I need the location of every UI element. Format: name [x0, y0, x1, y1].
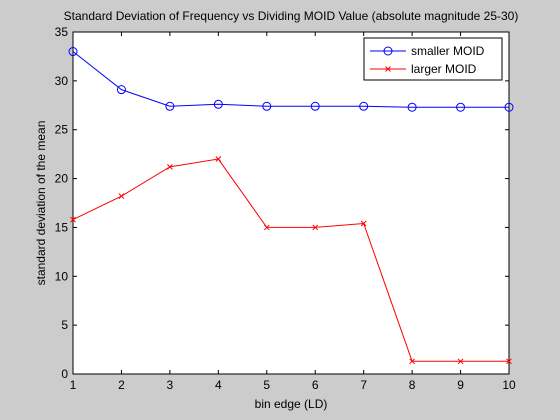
- legend-label-smaller-moid: smaller MOID: [411, 44, 485, 58]
- plot-area: [72, 31, 510, 375]
- data-point-smaller-moid: [68, 47, 78, 57]
- data-point-larger-moid: [506, 358, 512, 365]
- y-tick-label: 10: [55, 269, 69, 283]
- x-tick-label: 3: [167, 378, 174, 392]
- data-point-larger-moid-stroke: [360, 220, 367, 227]
- data-point-larger-moid: [409, 358, 415, 365]
- y-tick-label: 5: [61, 318, 68, 332]
- data-point-larger-moid-stroke: [506, 358, 512, 365]
- series-line-larger-moid: [72, 158, 509, 362]
- data-point-smaller-moid: [262, 101, 272, 111]
- y-tick-label: 30: [55, 74, 69, 88]
- x-axis-label: bin edge (LD): [255, 397, 328, 411]
- legend-box: [363, 37, 503, 81]
- data-point-larger-moid: [263, 224, 270, 231]
- x-tick-label: 9: [457, 378, 464, 392]
- legend-marker-larger-moid: [385, 66, 391, 72]
- data-point-smaller-moid: [310, 101, 320, 111]
- data-point-larger-moid: [118, 193, 125, 200]
- series-line-smaller-moid: [72, 51, 509, 108]
- data-point-smaller-moid: [504, 102, 514, 112]
- chart-title: Standard Deviation of Frequency vs Divid…: [64, 9, 519, 23]
- legend-marker-larger-moid-stroke: [385, 66, 391, 72]
- legend: smaller MOID larger MOID: [363, 37, 503, 81]
- legend-label-larger-moid: larger MOID: [411, 62, 477, 76]
- x-tick-label: 10: [502, 378, 516, 392]
- x-tick-label: 4: [215, 378, 222, 392]
- data-point-larger-moid-stroke: [457, 358, 464, 365]
- data-point-larger-moid: [360, 220, 367, 227]
- y-axis-label: standard deviation of the mean: [34, 121, 48, 286]
- data-point-smaller-moid: [213, 99, 223, 109]
- x-tick-label: 7: [360, 378, 367, 392]
- series-smaller-moid: [68, 47, 514, 112]
- data-point-larger-moid: [457, 358, 464, 365]
- data-point-larger-moid: [167, 163, 173, 170]
- x-axis-ticks: 1 2 3 4 5 6 7 8 9 10: [70, 32, 516, 392]
- data-point-larger-moid-stroke: [70, 216, 76, 223]
- data-point-larger-moid-stroke: [118, 193, 125, 200]
- x-tick-label: 1: [70, 378, 77, 392]
- x-tick-label: 8: [409, 378, 416, 392]
- data-point-larger-moid: [70, 216, 76, 223]
- y-tick-label: 0: [61, 367, 68, 381]
- data-point-larger-moid-stroke: [263, 224, 270, 231]
- data-point-smaller-moid: [359, 101, 369, 111]
- y-tick-label: 20: [55, 172, 69, 186]
- data-point-larger-moid: [312, 224, 319, 231]
- y-tick-label: 25: [55, 123, 69, 137]
- x-tick-label: 6: [312, 378, 319, 392]
- data-point-larger-moid-stroke: [312, 224, 319, 231]
- data-point-larger-moid-stroke: [409, 358, 415, 365]
- x-tick-label: 2: [118, 378, 125, 392]
- data-point-smaller-moid: [165, 101, 175, 111]
- data-point-larger-moid-stroke: [215, 156, 222, 162]
- y-tick-label: 15: [55, 220, 69, 234]
- data-point-smaller-moid: [116, 85, 126, 95]
- data-point-larger-moid: [215, 156, 222, 162]
- data-point-smaller-moid: [407, 102, 417, 112]
- data-point-smaller-moid: [456, 102, 466, 112]
- series-larger-moid: [70, 156, 512, 365]
- y-tick-label: 35: [55, 25, 69, 39]
- y-axis-ticks: 0 5 10 15 20 25 30 35: [55, 25, 509, 381]
- legend-marker-smaller-moid: [383, 46, 393, 56]
- series-layer: [68, 47, 514, 365]
- data-point-larger-moid-stroke: [167, 163, 173, 170]
- x-tick-label: 5: [263, 378, 270, 392]
